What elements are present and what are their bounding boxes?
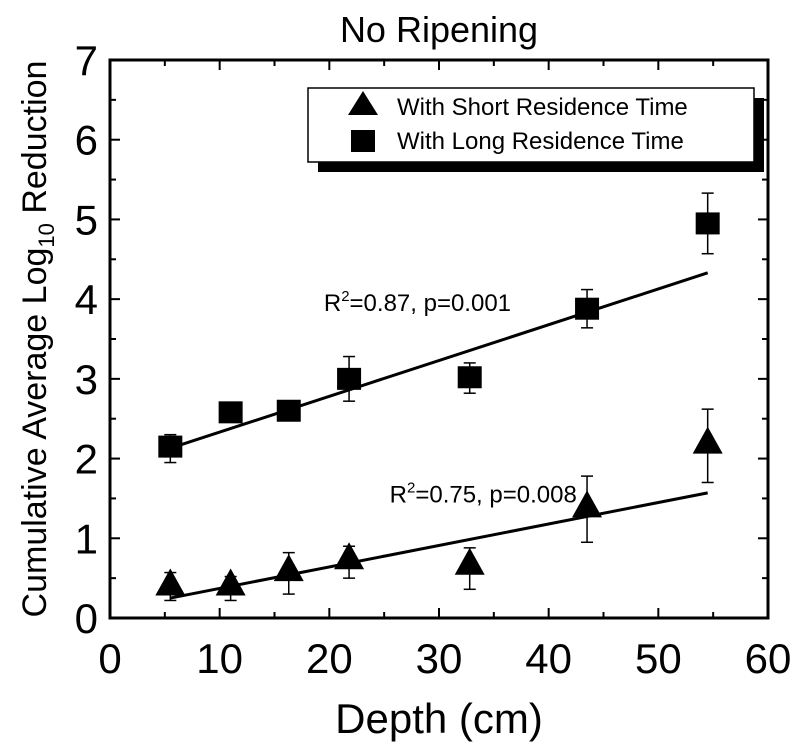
data-point-square <box>337 367 362 390</box>
data-point-square <box>276 399 301 422</box>
legend-square-marker <box>351 130 375 152</box>
y-tick-label: 4 <box>75 276 98 323</box>
data-point-triangle <box>454 547 485 575</box>
legend: With Short Residence Time With Long Resi… <box>307 87 764 172</box>
data-point-triangle <box>155 568 186 596</box>
y-tick-label: 5 <box>75 196 98 243</box>
chart-title: No Ripening <box>340 9 538 50</box>
y-tick-label: 3 <box>75 356 98 403</box>
data-point-square <box>457 366 482 389</box>
fit-line-long <box>169 271 709 450</box>
x-tick-label: 40 <box>525 635 572 682</box>
x-axis-ticks: 0 10 20 30 40 50 60 <box>98 60 791 682</box>
y-tick-label: 6 <box>75 117 98 164</box>
fit-annotation-stats: =0.87, p=0.001 <box>350 290 511 317</box>
y-axis-label-main: Cumulative Average Log <box>16 248 54 618</box>
fit-annotation-superscript: 2 <box>341 288 349 305</box>
data-point-triangle <box>273 554 304 582</box>
data-point-triangle <box>334 542 365 570</box>
y-axis-ticks: 0 1 2 3 4 5 6 7 <box>75 37 768 642</box>
y-axis-label: Cumulative Average Log10 Reduction <box>16 61 59 618</box>
fit-annotation-r: R <box>390 481 407 508</box>
fit-annotation-r: R <box>324 290 341 317</box>
x-tick-label: 20 <box>306 635 353 682</box>
data-point-square <box>218 401 243 424</box>
fit-annotation-long: R2=0.87, p=0.001 <box>324 288 511 317</box>
x-axis-label: Depth (cm) <box>335 695 543 742</box>
y-tick-label: 1 <box>75 515 98 562</box>
data-point-triangle <box>572 490 603 518</box>
error-bars <box>164 192 714 602</box>
y-tick-label: 7 <box>75 37 98 84</box>
x-tick-label: 0 <box>98 635 121 682</box>
fit-annotation-stats: =0.75, p=0.008 <box>415 481 576 508</box>
legend-triangle-marker <box>348 91 378 115</box>
data-point-square <box>575 297 600 320</box>
x-tick-label: 30 <box>416 635 463 682</box>
fit-annotation-short: R2=0.75, p=0.008 <box>390 479 577 508</box>
legend-label-short: With Short Residence Time <box>397 94 688 121</box>
data-point-triangle <box>215 568 246 596</box>
data-markers <box>155 212 723 596</box>
fit-lines <box>169 271 709 600</box>
y-axis-label-tail: Reduction <box>16 61 54 224</box>
legend-box <box>307 87 755 163</box>
data-point-square <box>158 435 183 458</box>
fit-line-short <box>170 491 708 600</box>
x-tick-label: 10 <box>196 635 243 682</box>
x-tick-label: 60 <box>745 635 792 682</box>
data-point-triangle <box>692 426 723 454</box>
y-tick-label: 0 <box>75 595 98 642</box>
data-point-square <box>695 212 720 235</box>
legend-label-long: With Long Residence Time <box>397 128 684 155</box>
x-tick-label: 50 <box>635 635 682 682</box>
y-tick-label: 2 <box>75 436 98 483</box>
fit-annotation-superscript: 2 <box>407 479 415 496</box>
y-axis-label-subscript: 10 <box>34 223 59 247</box>
